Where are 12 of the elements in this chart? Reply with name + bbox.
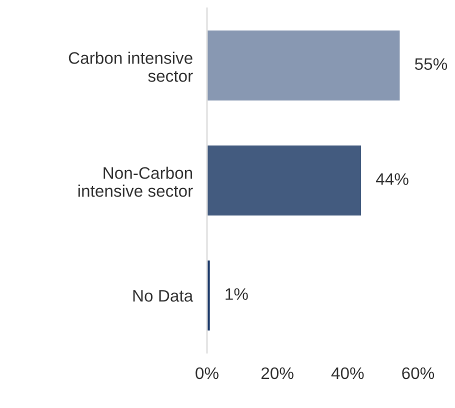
y-tick-label: Carbon intensive sector: [68, 52, 193, 82]
bar: [207, 144, 362, 217]
data-label: 1%: [226, 288, 248, 300]
data-label: 55%: [414, 58, 448, 70]
x-tick-label: 0%: [196, 367, 218, 380]
data-label: 44%: [376, 173, 408, 185]
x-tick-label: 40%: [331, 367, 364, 380]
bar: [207, 29, 402, 102]
x-tick-label: 60%: [402, 367, 434, 380]
x-tick-label: 20%: [261, 367, 294, 380]
y-tick-label: Non-Carbon intensive sector: [78, 166, 193, 197]
y-tick-label: No Data: [133, 290, 194, 302]
